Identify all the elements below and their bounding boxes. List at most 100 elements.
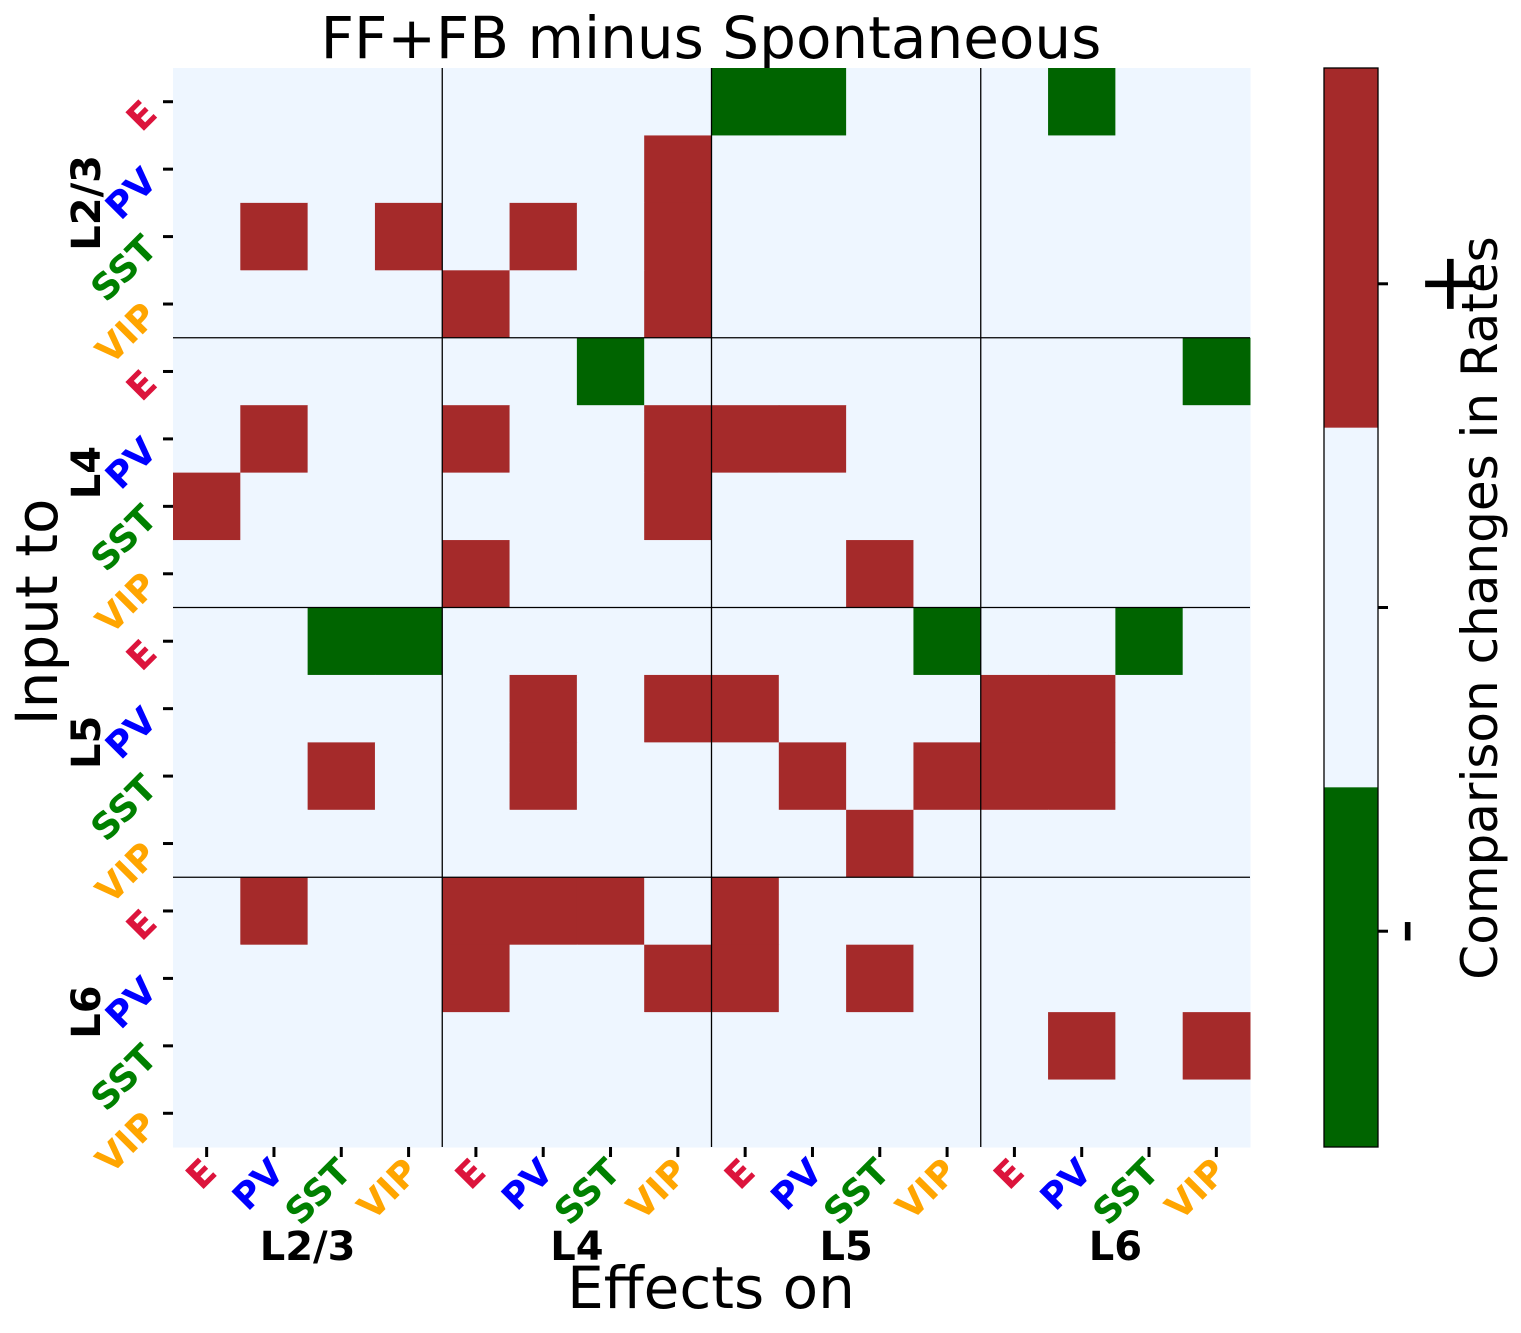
heatmap-cell xyxy=(1115,68,1184,136)
heatmap-cell xyxy=(173,135,241,204)
heatmap-cell xyxy=(374,337,443,406)
heatmap-cell xyxy=(913,270,982,339)
x-tick-label: SST xyxy=(547,1151,629,1233)
heatmap-cell xyxy=(240,68,309,136)
heatmap-cell xyxy=(644,68,712,136)
heatmap-cell xyxy=(778,405,847,474)
colorbar-segment xyxy=(1324,787,1378,1148)
heatmap-cell xyxy=(240,472,309,541)
heatmap-cell xyxy=(644,405,712,474)
heatmap-cell xyxy=(1048,68,1116,136)
heatmap-cell xyxy=(307,540,376,608)
heatmap-cell xyxy=(711,742,780,811)
heatmap-cell xyxy=(1182,68,1251,136)
heatmap-cell xyxy=(307,1079,376,1148)
y-tick-label: E xyxy=(119,902,165,948)
heatmap-cell xyxy=(374,1079,443,1148)
y-tick-label: E xyxy=(119,363,165,409)
colorbar-segment xyxy=(1324,68,1378,429)
heatmap-cell xyxy=(1048,540,1116,608)
heatmap-cell xyxy=(173,337,241,406)
heatmap-cell xyxy=(173,877,241,946)
heatmap-cell xyxy=(644,337,712,406)
heatmap-cell xyxy=(1115,607,1184,676)
heatmap-cell xyxy=(778,877,847,946)
x-tick-label: VIP xyxy=(619,1151,696,1228)
heatmap-cell xyxy=(846,742,914,811)
x-axis-group-labels: L2/3 L4 L5 L6 xyxy=(260,1224,1142,1270)
heatmap-cell xyxy=(173,540,241,608)
heatmap-cell xyxy=(240,135,309,204)
heatmap-cell xyxy=(913,337,982,406)
x-axis-label: Effects on xyxy=(567,1254,855,1322)
heatmap-cell xyxy=(644,472,712,541)
heatmap-cell xyxy=(442,742,511,811)
heatmap-cell xyxy=(778,337,847,406)
heatmap-cell xyxy=(913,742,982,811)
heatmap-cell xyxy=(1182,135,1251,204)
heatmap-cell xyxy=(576,270,645,339)
heatmap-cell xyxy=(307,202,376,271)
heatmap-cell xyxy=(846,135,914,204)
heatmap-cell xyxy=(509,944,578,1013)
heatmap-cell xyxy=(442,877,511,946)
heatmap-cell xyxy=(711,68,780,136)
heatmap-cell xyxy=(644,742,712,811)
heatmap-cell xyxy=(173,270,241,339)
heatmap-cell xyxy=(846,1079,914,1148)
heatmap-cell xyxy=(980,877,1049,946)
heatmap-cell xyxy=(1115,742,1184,811)
heatmap-cell xyxy=(240,607,309,676)
heatmap-cell xyxy=(778,742,847,811)
heatmap-cell xyxy=(173,405,241,474)
heatmap-cell xyxy=(307,270,376,339)
heatmap-cell xyxy=(846,944,914,1013)
heatmap-cell xyxy=(374,1012,443,1081)
heatmap-cell xyxy=(576,1079,645,1148)
heatmap-cell xyxy=(846,337,914,406)
heatmap-cell xyxy=(576,877,645,946)
heatmap-cell xyxy=(442,1012,511,1081)
heatmap-cell xyxy=(1182,1079,1251,1148)
heatmap-cell xyxy=(711,607,780,676)
heatmap-cell xyxy=(644,674,712,743)
x-group-label: L2/3 xyxy=(260,1224,356,1270)
heatmap-cell xyxy=(509,135,578,204)
heatmap-cell xyxy=(913,472,982,541)
heatmap-cell xyxy=(778,540,847,608)
y-tick-label: E xyxy=(119,633,165,679)
heatmap-cell xyxy=(980,674,1049,743)
heatmap-cell xyxy=(778,674,847,743)
x-tick-label: SST xyxy=(816,1151,898,1233)
heatmap-cell xyxy=(1115,540,1184,608)
heatmap-cell xyxy=(1115,405,1184,474)
heatmap-cell xyxy=(644,944,712,1013)
heatmap-cell xyxy=(711,877,780,946)
heatmap-cell xyxy=(778,135,847,204)
heatmap-cell xyxy=(846,877,914,946)
heatmap-cell xyxy=(509,607,578,676)
heatmap-cell xyxy=(778,1079,847,1148)
heatmap-cell xyxy=(913,68,982,136)
heatmap-cell xyxy=(173,68,241,136)
heatmap-cell xyxy=(1115,472,1184,541)
heatmap-cell xyxy=(509,809,578,878)
heatmap-cell xyxy=(711,809,780,878)
y-axis-group-labels: L2/3 L4 L5 L6 xyxy=(64,155,110,1039)
heatmap-cell xyxy=(1048,809,1116,878)
heatmap-cell xyxy=(374,809,443,878)
heatmap-cell xyxy=(576,1012,645,1081)
heatmap-cell xyxy=(442,270,511,339)
heatmap-cell xyxy=(442,540,511,608)
heatmap-cell xyxy=(509,405,578,474)
heatmap-cell xyxy=(1182,405,1251,474)
heatmap-cell xyxy=(240,1079,309,1148)
heatmap-cell xyxy=(307,337,376,406)
heatmap-cell xyxy=(1048,607,1116,676)
heatmap-cell xyxy=(1115,337,1184,406)
colorbar: +- xyxy=(1323,67,1495,1148)
heatmap-cell xyxy=(711,1012,780,1081)
heatmap-cell xyxy=(846,472,914,541)
heatmap-cell xyxy=(913,877,982,946)
heatmap-cell xyxy=(644,270,712,339)
